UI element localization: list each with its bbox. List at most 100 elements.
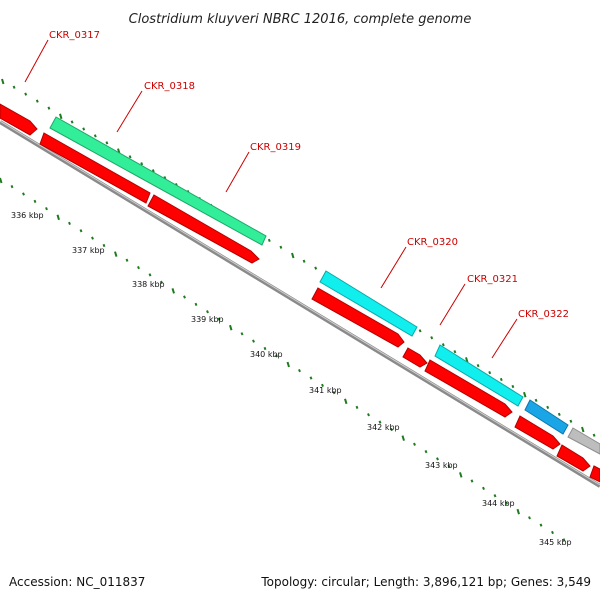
minor-tick	[309, 376, 313, 380]
minor-tick	[378, 420, 382, 424]
major-tick	[0, 177, 3, 184]
major-tick	[459, 472, 463, 478]
reverse-strand-features	[0, 103, 600, 483]
minor-tick	[263, 346, 267, 351]
major-tick	[286, 361, 290, 368]
minor-tick	[105, 141, 109, 145]
position-label: 344 kbp	[482, 499, 515, 508]
minor-tick	[528, 516, 531, 520]
minor-tick	[447, 464, 451, 468]
major-tick	[581, 426, 585, 433]
cds-feature-ckr-0317	[0, 103, 38, 136]
major-tick	[344, 398, 348, 405]
major-tick	[114, 251, 118, 257]
minor-tick	[562, 538, 566, 542]
minor-tick	[557, 412, 561, 416]
minor-tick	[505, 501, 508, 505]
major-tick	[229, 324, 233, 331]
cds-feature-ckr-0321	[434, 344, 524, 407]
minor-tick	[102, 243, 106, 248]
minor-tick	[240, 332, 244, 336]
minor-tick	[128, 155, 132, 159]
cds-feature-blue	[524, 399, 569, 435]
genome-backbone	[0, 120, 600, 488]
minor-tick	[488, 370, 492, 375]
minor-tick	[436, 457, 439, 461]
minor-tick	[252, 339, 255, 343]
position-label: 341 kbp	[309, 386, 342, 395]
minor-tick	[430, 336, 434, 340]
minor-tick	[441, 343, 445, 347]
upper-tick-row	[1, 78, 596, 437]
minor-tick	[22, 192, 25, 196]
major-tick	[56, 214, 60, 221]
minor-tick	[470, 479, 474, 483]
cds-feature-gray	[567, 427, 600, 455]
minor-tick	[140, 162, 144, 166]
minor-tick	[551, 530, 554, 535]
minor-tick	[82, 127, 86, 131]
minor-tick	[321, 383, 324, 387]
minor-tick	[355, 405, 359, 410]
gene-label-ckr-0321: CKR_0321	[467, 274, 518, 285]
minor-tick	[137, 265, 140, 270]
major-tick	[171, 288, 175, 294]
minor-tick	[125, 258, 129, 262]
minor-tick	[539, 523, 543, 527]
gene-label-ckr-0318: CKR_0318	[144, 81, 195, 92]
minor-tick	[390, 427, 393, 432]
minor-tick	[314, 266, 318, 270]
minor-tick	[493, 494, 497, 498]
minor-tick	[298, 368, 301, 373]
minor-tick	[206, 310, 209, 314]
cds-feature-red-2	[147, 194, 260, 264]
position-label: 339 kbp	[191, 315, 224, 324]
minor-tick	[194, 302, 198, 306]
minor-tick	[275, 354, 278, 358]
position-label: 342 kbp	[367, 423, 400, 432]
gene-label-ckr-0322: CKR_0322	[518, 309, 569, 320]
minor-tick	[45, 207, 48, 211]
cds-feature-ckr-0320	[319, 270, 418, 337]
major-tick	[516, 508, 520, 515]
minor-tick	[534, 398, 538, 403]
major-tick	[291, 252, 295, 259]
minor-tick	[499, 377, 503, 382]
position-label: 336 kbp	[11, 211, 44, 220]
minor-tick	[24, 92, 28, 96]
cds-feature-red-8	[589, 465, 600, 483]
minor-tick	[453, 350, 457, 354]
minor-tick	[267, 238, 271, 242]
gene-label-ckr-0317: CKR_0317	[49, 30, 100, 41]
minor-tick	[93, 134, 97, 138]
accession-text: Accession: NC_011837	[9, 575, 145, 589]
minor-tick	[476, 363, 480, 368]
cds-feature-red-5	[424, 359, 513, 418]
major-tick	[401, 435, 405, 441]
gene-label-ckr-0320: CKR_0320	[407, 237, 458, 248]
forward-strand-features	[49, 116, 600, 455]
topology-text: Topology: circular; Length: 3,896,121 bp…	[260, 575, 591, 589]
position-label: 340 kbp	[250, 350, 283, 359]
minor-tick	[151, 169, 155, 173]
minor-tick	[418, 329, 422, 333]
minor-tick	[367, 413, 370, 417]
minor-tick	[68, 221, 71, 226]
cds-feature-red-6	[514, 415, 561, 450]
minor-tick	[279, 245, 283, 249]
gene-label-leaders	[24, 39, 518, 359]
minor-tick	[183, 295, 186, 299]
gene-label-ckr-0319: CKR_0319	[250, 142, 301, 153]
minor-tick	[91, 236, 94, 240]
minor-tick	[217, 317, 221, 321]
cds-feature-red-4	[402, 347, 428, 368]
minor-tick	[35, 99, 39, 103]
position-label: 343 kbp	[425, 461, 458, 470]
minor-tick	[302, 259, 306, 263]
major-tick	[523, 391, 527, 398]
major-tick	[59, 113, 63, 120]
position-label: 337 kbp	[72, 246, 105, 255]
minor-tick	[424, 449, 428, 454]
cds-feature-ckr-0318	[49, 116, 267, 246]
